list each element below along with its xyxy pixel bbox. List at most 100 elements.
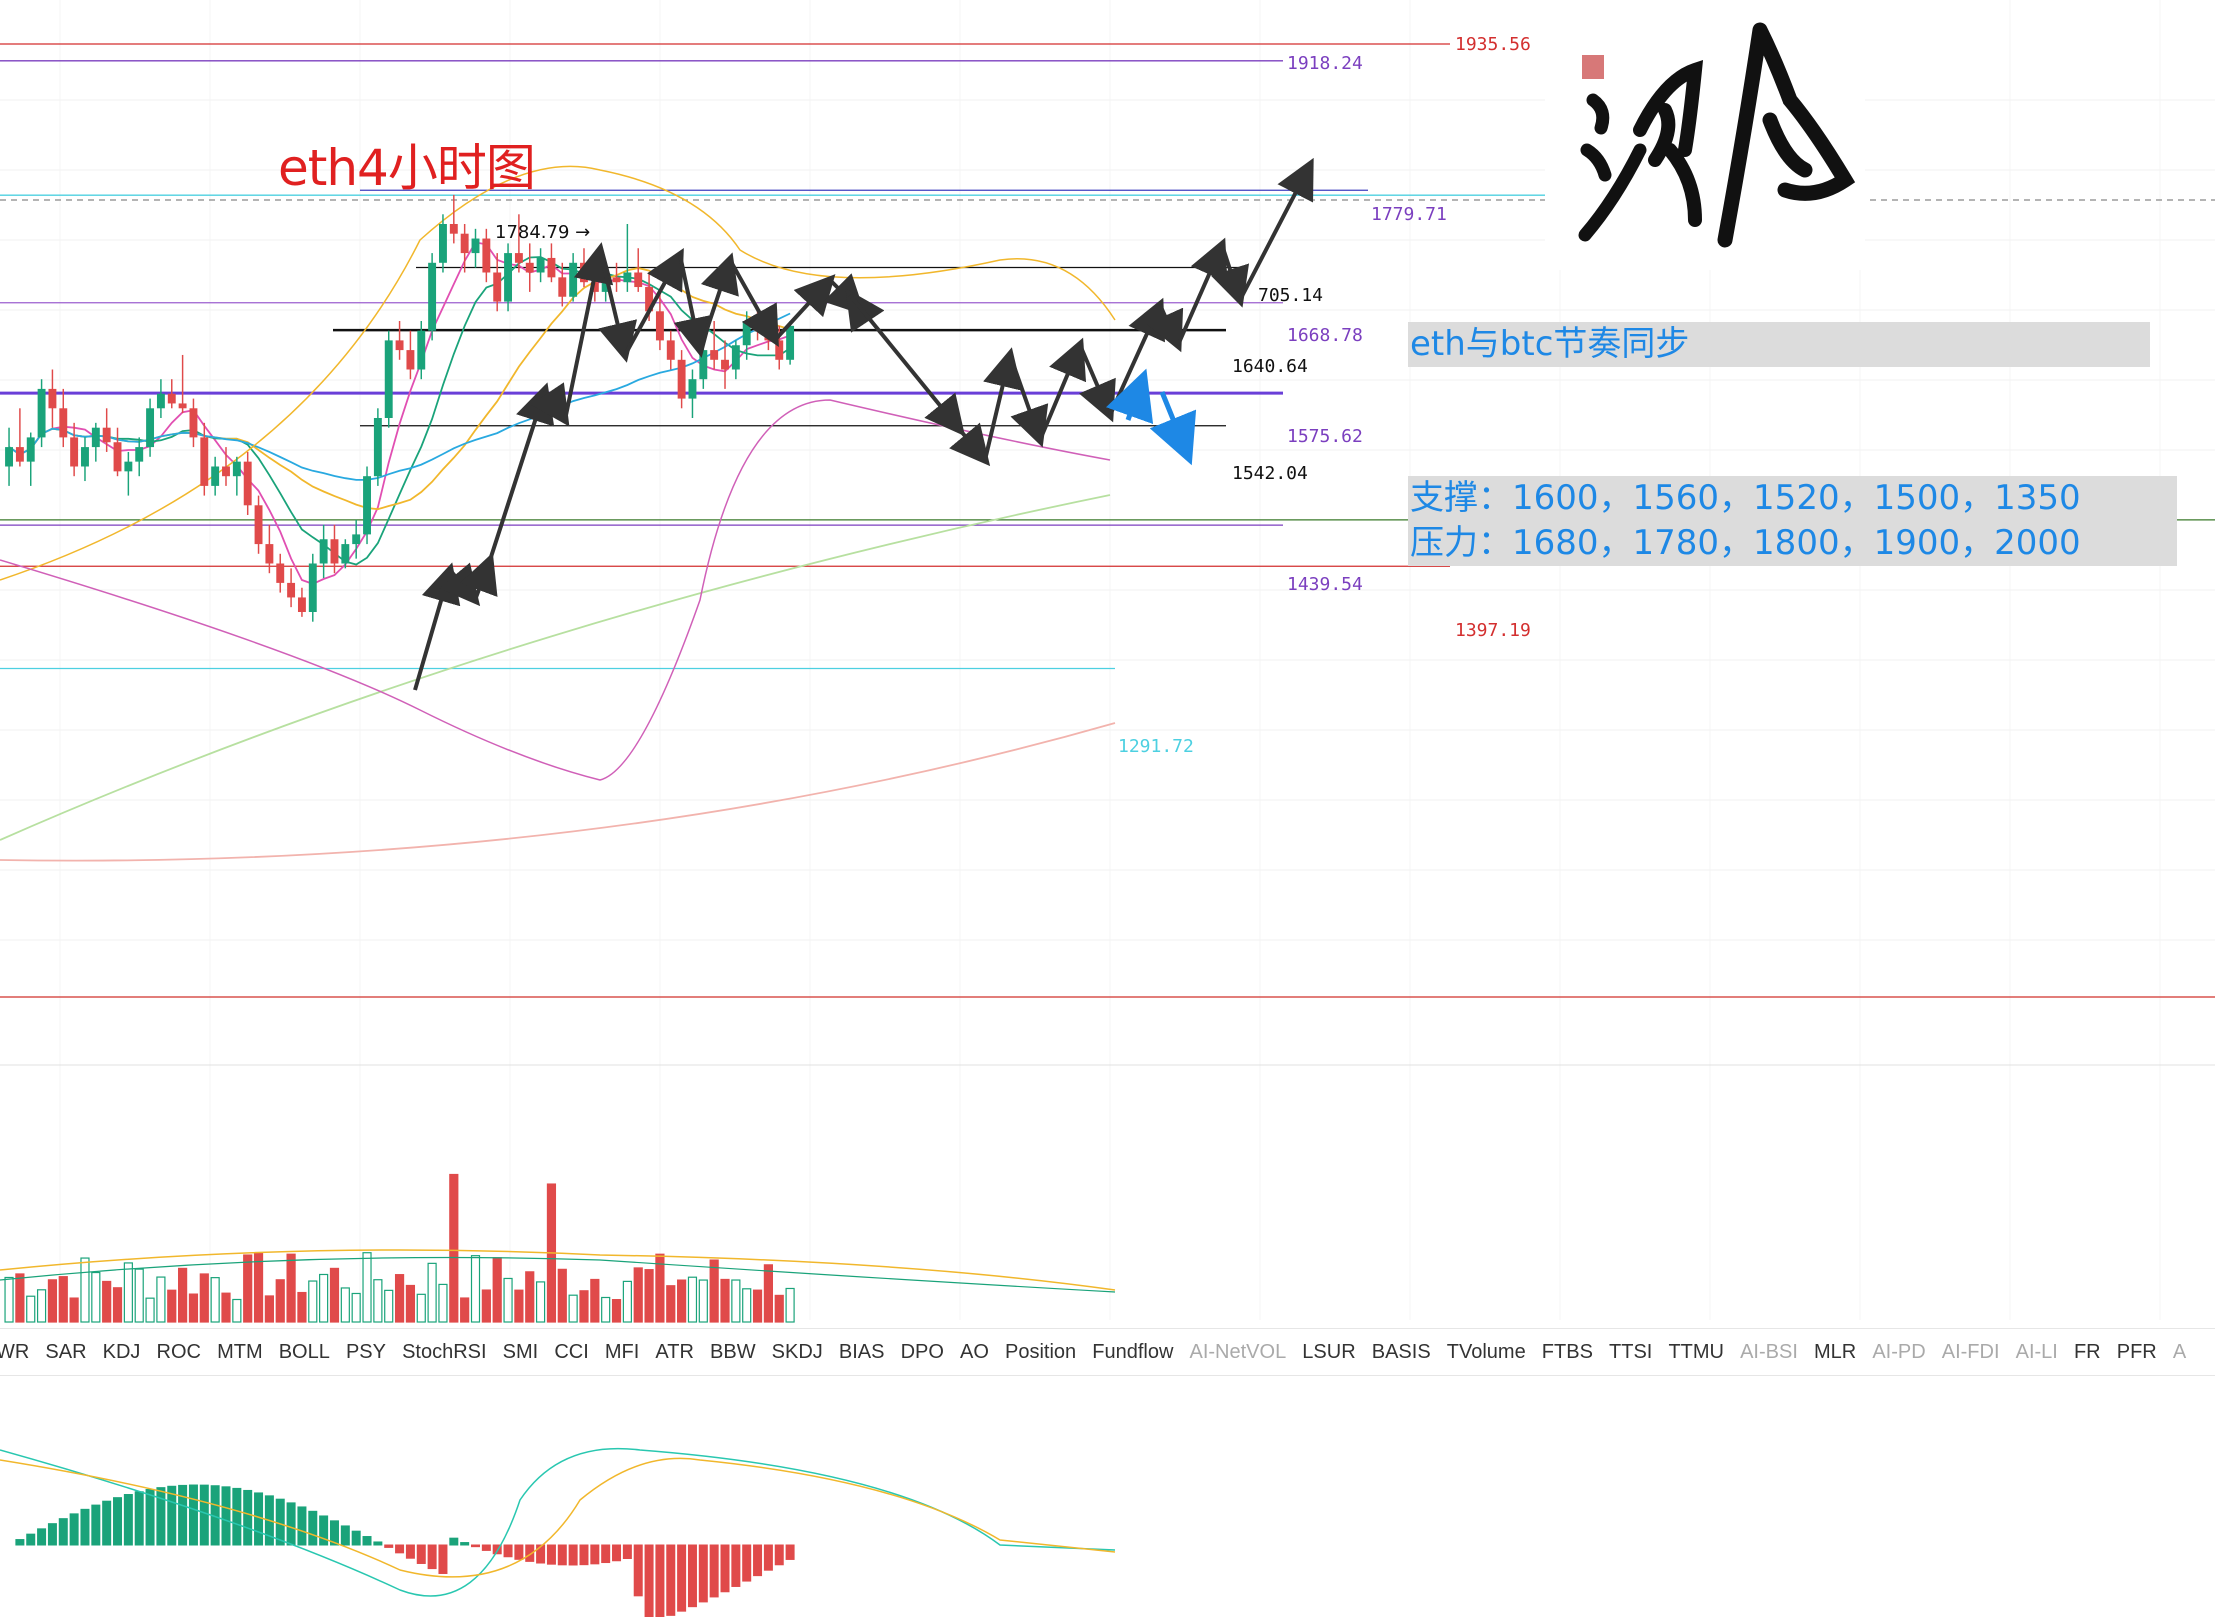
candle-body: [395, 340, 404, 351]
volume-bar: [698, 1279, 708, 1323]
candle-body: [319, 539, 328, 564]
tab-indicator[interactable]: ROC: [156, 1341, 201, 1363]
candle-body: [297, 597, 306, 612]
volume-bar: [481, 1289, 491, 1323]
candle-body: [37, 388, 46, 438]
macd-bar: [579, 1544, 589, 1566]
macd-bar: [774, 1544, 784, 1566]
volume-bar: [449, 1173, 459, 1323]
tab-indicator[interactable]: TVolume: [1446, 1341, 1526, 1363]
candle-body: [5, 447, 13, 467]
trend-arrow: [698, 252, 739, 351]
candle-body: [417, 330, 426, 370]
tab-indicator[interactable]: MFI: [604, 1341, 640, 1363]
volume-bar: [297, 1291, 307, 1323]
tab-indicator[interactable]: KDJ: [102, 1341, 141, 1363]
macd-bar: [308, 1510, 318, 1546]
tab-indicator[interactable]: A: [2172, 1341, 2187, 1363]
note-sync: eth与btc节奏同步: [1408, 322, 2150, 367]
volume-ma: [0, 1256, 1116, 1293]
calligraphy-logo: [1545, 0, 1865, 270]
tab-indicator[interactable]: Position: [1005, 1341, 1077, 1363]
tab-indicator[interactable]: PFR: [2116, 1341, 2157, 1363]
macd-bar: [503, 1544, 513, 1558]
trend-arrow: [1038, 337, 1087, 441]
macd-bar: [525, 1544, 535, 1562]
tab-indicator[interactable]: BBW: [710, 1341, 756, 1363]
tab-indicator[interactable]: SMI: [502, 1341, 539, 1363]
volume-bar: [557, 1268, 567, 1323]
tab-indicator[interactable]: MTM: [217, 1341, 263, 1363]
tab-indicator[interactable]: AI-NetVOL: [1189, 1341, 1287, 1363]
tab-indicator[interactable]: AI-LI: [2015, 1341, 2058, 1363]
tab-indicator[interactable]: Fundflow: [1092, 1341, 1174, 1363]
price-label: 1779.71: [1371, 204, 1447, 225]
tab-indicator[interactable]: BOLL: [278, 1341, 330, 1363]
candle-body: [146, 408, 155, 448]
candle-body: [775, 340, 784, 360]
volume-bar: [470, 1255, 481, 1323]
macd-bar: [319, 1515, 329, 1546]
volume-bar: [752, 1289, 763, 1323]
tab-indicator[interactable]: AI-PD: [1872, 1341, 1926, 1363]
trend-arrow: [728, 259, 779, 347]
volume-bar: [373, 1279, 383, 1323]
candle-body: [612, 277, 621, 283]
tab-indicator[interactable]: AI-BSI: [1740, 1341, 1798, 1363]
macd-bar: [622, 1544, 632, 1560]
tab-indicator[interactable]: AO: [960, 1341, 989, 1363]
volume-bar: [579, 1290, 589, 1323]
price-label: 1668.78: [1287, 325, 1363, 346]
volume-bar: [221, 1292, 231, 1323]
tab-indicator[interactable]: TTMU: [1668, 1341, 1724, 1363]
tab-indicator[interactable]: FR: [2073, 1341, 2101, 1363]
tab-indicator[interactable]: LSUR: [1302, 1341, 1356, 1363]
trend-arrow: [598, 249, 638, 363]
volume-bar: [503, 1277, 513, 1323]
logo-art: [1578, 22, 1856, 248]
candle-body: [124, 461, 133, 472]
tab-indicator[interactable]: CCI: [554, 1341, 589, 1363]
tab-indicator[interactable]: PSY: [345, 1341, 386, 1363]
candle-body: [590, 282, 599, 292]
tab-indicator[interactable]: SKDJ: [771, 1341, 823, 1363]
volume-bar: [611, 1299, 622, 1323]
volume-bar: [687, 1276, 698, 1323]
trend-arrow: [1146, 304, 1184, 353]
candle-body: [525, 262, 534, 273]
moving-averages: [0, 165, 1116, 862]
candle-body: [308, 563, 317, 612]
macd-bar: [395, 1544, 405, 1554]
tab-indicator[interactable]: ATR: [655, 1341, 694, 1363]
tab-indicator[interactable]: DPO: [900, 1341, 944, 1363]
macd-bar: [80, 1508, 90, 1546]
tab-indicator[interactable]: WR: [0, 1341, 30, 1363]
macd-bar: [275, 1498, 285, 1546]
tab-indicator[interactable]: MLR: [1813, 1341, 1857, 1363]
volume-bar: [655, 1253, 665, 1323]
macd-bar: [69, 1513, 79, 1546]
tab-indicator[interactable]: BIAS: [838, 1341, 885, 1363]
candle-body: [265, 544, 274, 564]
tab-indicator[interactable]: AI-FDI: [1941, 1341, 2000, 1363]
tab-indicator[interactable]: BASIS: [1371, 1341, 1431, 1363]
candle-body: [222, 466, 230, 477]
tab-indicator[interactable]: TTSI: [1609, 1341, 1653, 1363]
boll-lower: [0, 399, 1111, 781]
tab-indicator[interactable]: SAR: [45, 1341, 87, 1363]
macd-bar: [37, 1528, 47, 1546]
volume-bar: [319, 1273, 329, 1323]
volume-bar: [731, 1279, 741, 1323]
tab-indicator[interactable]: FTBS: [1541, 1341, 1593, 1363]
macd-bar: [785, 1544, 795, 1560]
volume-bar: [253, 1252, 264, 1323]
trend-arrow: [530, 382, 570, 427]
volume-bar: [438, 1283, 448, 1323]
volume-bar: [243, 1254, 253, 1323]
trend-arrow: [1211, 244, 1250, 308]
candle-body: [655, 311, 664, 341]
tab-indicator[interactable]: StochRSI: [402, 1341, 487, 1363]
candle-body: [189, 408, 198, 438]
macd-bar: [742, 1544, 752, 1582]
